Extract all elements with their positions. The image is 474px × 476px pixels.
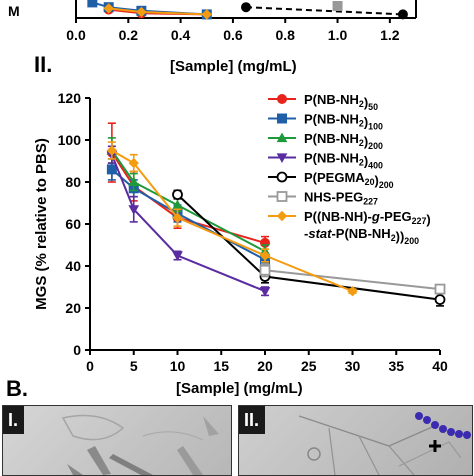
legend-entry: P(NB-NH2)100 — [304, 112, 383, 132]
panel-ii-label: II. — [34, 52, 53, 77]
top-x-tick-label: 0.2 — [119, 27, 139, 43]
legend-marker — [276, 153, 288, 164]
x-tick-label: 5 — [130, 358, 138, 374]
top-data-point — [136, 6, 147, 18]
top-x-tick-label: 1.0 — [328, 27, 348, 43]
legend-marker — [276, 191, 288, 202]
series-line — [264, 269, 441, 291]
data-point — [259, 250, 271, 261]
series-line — [110, 154, 266, 293]
x-tick-label: 40 — [432, 358, 448, 374]
data-point — [106, 164, 117, 175]
series-group — [106, 141, 358, 297]
y-tick-label: 100 — [58, 132, 82, 148]
legend-marker — [277, 113, 287, 124]
series-line — [111, 149, 266, 253]
y-axis-label: MGS (% relative to PBS) — [33, 138, 50, 310]
series-group — [259, 263, 446, 295]
micrograph-i: I. — [2, 405, 232, 476]
top-x-tick-label: 0.4 — [171, 27, 191, 43]
series-group — [106, 137, 271, 259]
legend-marker — [276, 132, 288, 143]
x-tick-label: 20 — [257, 358, 273, 374]
y-tick-label: 120 — [58, 90, 82, 106]
x-tick-label: 10 — [170, 358, 186, 374]
ice-crystal-texture — [298, 412, 471, 475]
legend-marker — [276, 171, 288, 183]
legend-marker — [276, 210, 288, 222]
top-x-tick-label: 0.8 — [275, 27, 295, 43]
data-point — [128, 176, 140, 187]
top-data-point — [397, 9, 408, 20]
y-tick-label: 60 — [65, 216, 81, 232]
legend: P(NB-NH2)50P(NB-NH2)100P(NB-NH2)200P(NB-… — [268, 92, 431, 246]
legend-entry: P(NB-NH2)200 — [304, 131, 383, 151]
y-tick-label: 0 — [73, 342, 81, 358]
legend-entry: P(NB-NH2)50 — [304, 92, 378, 112]
panel-b-label: B. — [6, 376, 28, 401]
data-point — [128, 205, 140, 215]
legend-entry: NHS-PEG227 — [304, 190, 378, 207]
legend-entry: P((NB-NH)-g-PEG227) — [304, 209, 431, 227]
top-x-tick-label: 0.0 — [66, 27, 86, 43]
main-x-axis-label: [Sample] (mg/mL) — [176, 380, 303, 397]
data-point — [259, 287, 271, 297]
data-point — [347, 285, 358, 297]
legend-entry: P(PEGMA20)200 — [304, 170, 394, 190]
legend-entry-line2: -stat-P(NB-NH2))200 — [304, 226, 419, 246]
data-point — [259, 264, 271, 276]
micrograph-i-label: I. — [3, 406, 25, 434]
micrograph-ii-label: II. — [239, 406, 266, 434]
top-data-point — [201, 9, 212, 20]
polymer-chain-icon — [415, 412, 471, 439]
data-point — [128, 157, 139, 169]
ice-crystal-texture — [61, 414, 219, 475]
data-point — [106, 145, 118, 156]
top-data-point — [87, 0, 98, 8]
plus-icon — [429, 440, 441, 452]
series-group — [172, 189, 446, 307]
x-tick-label: 15 — [213, 358, 229, 374]
x-tick-label: 30 — [345, 358, 361, 374]
series-group — [106, 158, 270, 267]
y-tick-label: 80 — [65, 174, 81, 190]
top-data-point — [103, 3, 114, 14]
data-point — [172, 189, 183, 201]
data-point — [434, 283, 446, 295]
micrograph-ii: II. — [238, 405, 473, 476]
top-data-point — [241, 2, 251, 13]
legend-marker — [277, 94, 287, 104]
top-series-line — [245, 6, 403, 16]
top-y-axis-label-fragment: M — [8, 3, 20, 19]
top-x-tick-label: 1.2 — [380, 27, 400, 43]
x-tick-label: 35 — [388, 358, 404, 374]
x-tick-label: 25 — [301, 358, 317, 374]
data-point — [172, 251, 183, 262]
legend-entry: P(NB-NH2)400 — [304, 151, 383, 171]
x-tick-label: 0 — [86, 358, 94, 374]
y-tick-label: 20 — [65, 300, 81, 316]
data-point — [434, 294, 446, 306]
data-point — [172, 212, 183, 223]
top-data-point — [332, 1, 343, 11]
y-tick-label: 40 — [65, 258, 81, 274]
top-x-tick-label: 0.6 — [223, 27, 243, 43]
top-panel-x-axis-label: [Sample] (mg/mL) — [170, 58, 297, 75]
